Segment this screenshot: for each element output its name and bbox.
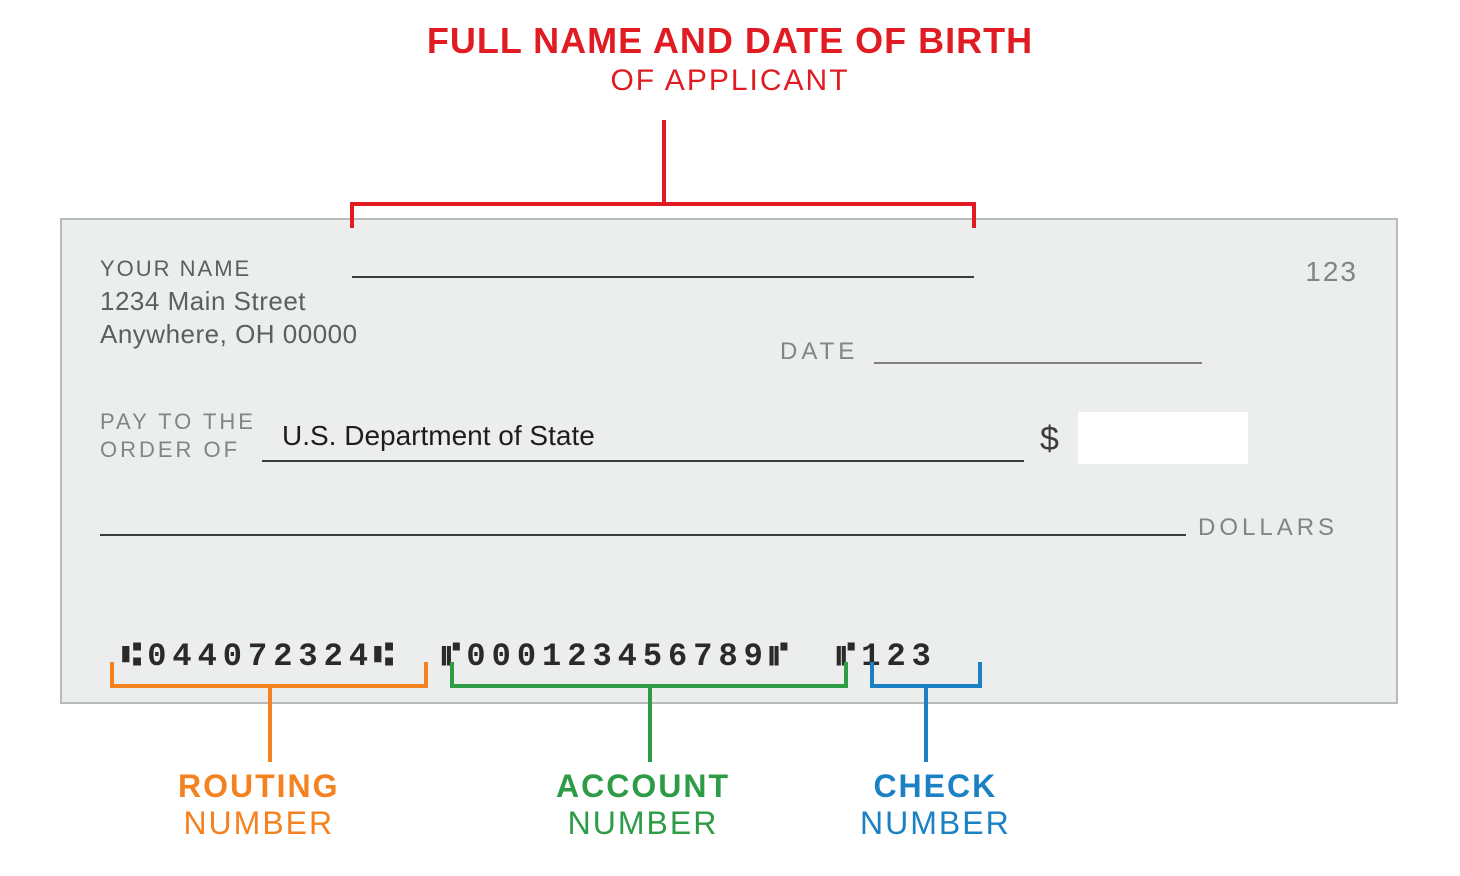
payer-name-label: YOUR NAME (100, 256, 358, 282)
dollars-line (100, 534, 1186, 536)
date-line (874, 362, 1202, 364)
callout-check: CHECK NUMBER (860, 768, 1011, 842)
dollars-label: DOLLARS (1198, 514, 1338, 542)
callout-check-line1: CHECK (860, 768, 1011, 805)
micr-check: ⑈123 (836, 638, 937, 675)
callout-routing: ROUTING NUMBER (178, 768, 340, 842)
callout-account-line1: ACCOUNT (556, 768, 730, 805)
pay-to-label-1: PAY TO THE (100, 409, 256, 434)
micr-row: ⑆044072324⑆ ⑈000123456789⑈ ⑈123 (122, 638, 937, 675)
check-body: YOUR NAME 1234 Main Street Anywhere, OH … (60, 218, 1398, 704)
callout-routing-line2: NUMBER (178, 805, 340, 842)
header-callout: FULL NAME AND DATE OF BIRTH OF APPLICANT (0, 20, 1460, 98)
payer-address-1: 1234 Main Street (100, 286, 358, 317)
date-label: DATE (780, 338, 858, 366)
applicant-name-line (352, 276, 974, 278)
header-line1: FULL NAME AND DATE OF BIRTH (0, 20, 1460, 62)
micr-account: ⑈000123456789⑈ (441, 638, 794, 675)
callout-routing-line1: ROUTING (178, 768, 340, 805)
callout-account: ACCOUNT NUMBER (556, 768, 730, 842)
pay-to-label: PAY TO THE ORDER OF (100, 408, 256, 463)
micr-routing: ⑆044072324⑆ (122, 638, 399, 675)
callout-check-line2: NUMBER (860, 805, 1011, 842)
dollar-sign: $ (1040, 420, 1059, 459)
amount-box (1078, 412, 1248, 464)
payee-line (262, 460, 1024, 462)
check-diagram: FULL NAME AND DATE OF BIRTH OF APPLICANT… (0, 0, 1460, 876)
pay-to-label-2: ORDER OF (100, 437, 240, 462)
payer-block: YOUR NAME 1234 Main Street Anywhere, OH … (100, 256, 358, 350)
header-line2: OF APPLICANT (0, 64, 1460, 98)
payer-address-2: Anywhere, OH 00000 (100, 319, 358, 350)
check-number-top: 123 (1305, 256, 1358, 288)
callout-account-line2: NUMBER (556, 805, 730, 842)
payee-name: U.S. Department of State (282, 420, 595, 452)
